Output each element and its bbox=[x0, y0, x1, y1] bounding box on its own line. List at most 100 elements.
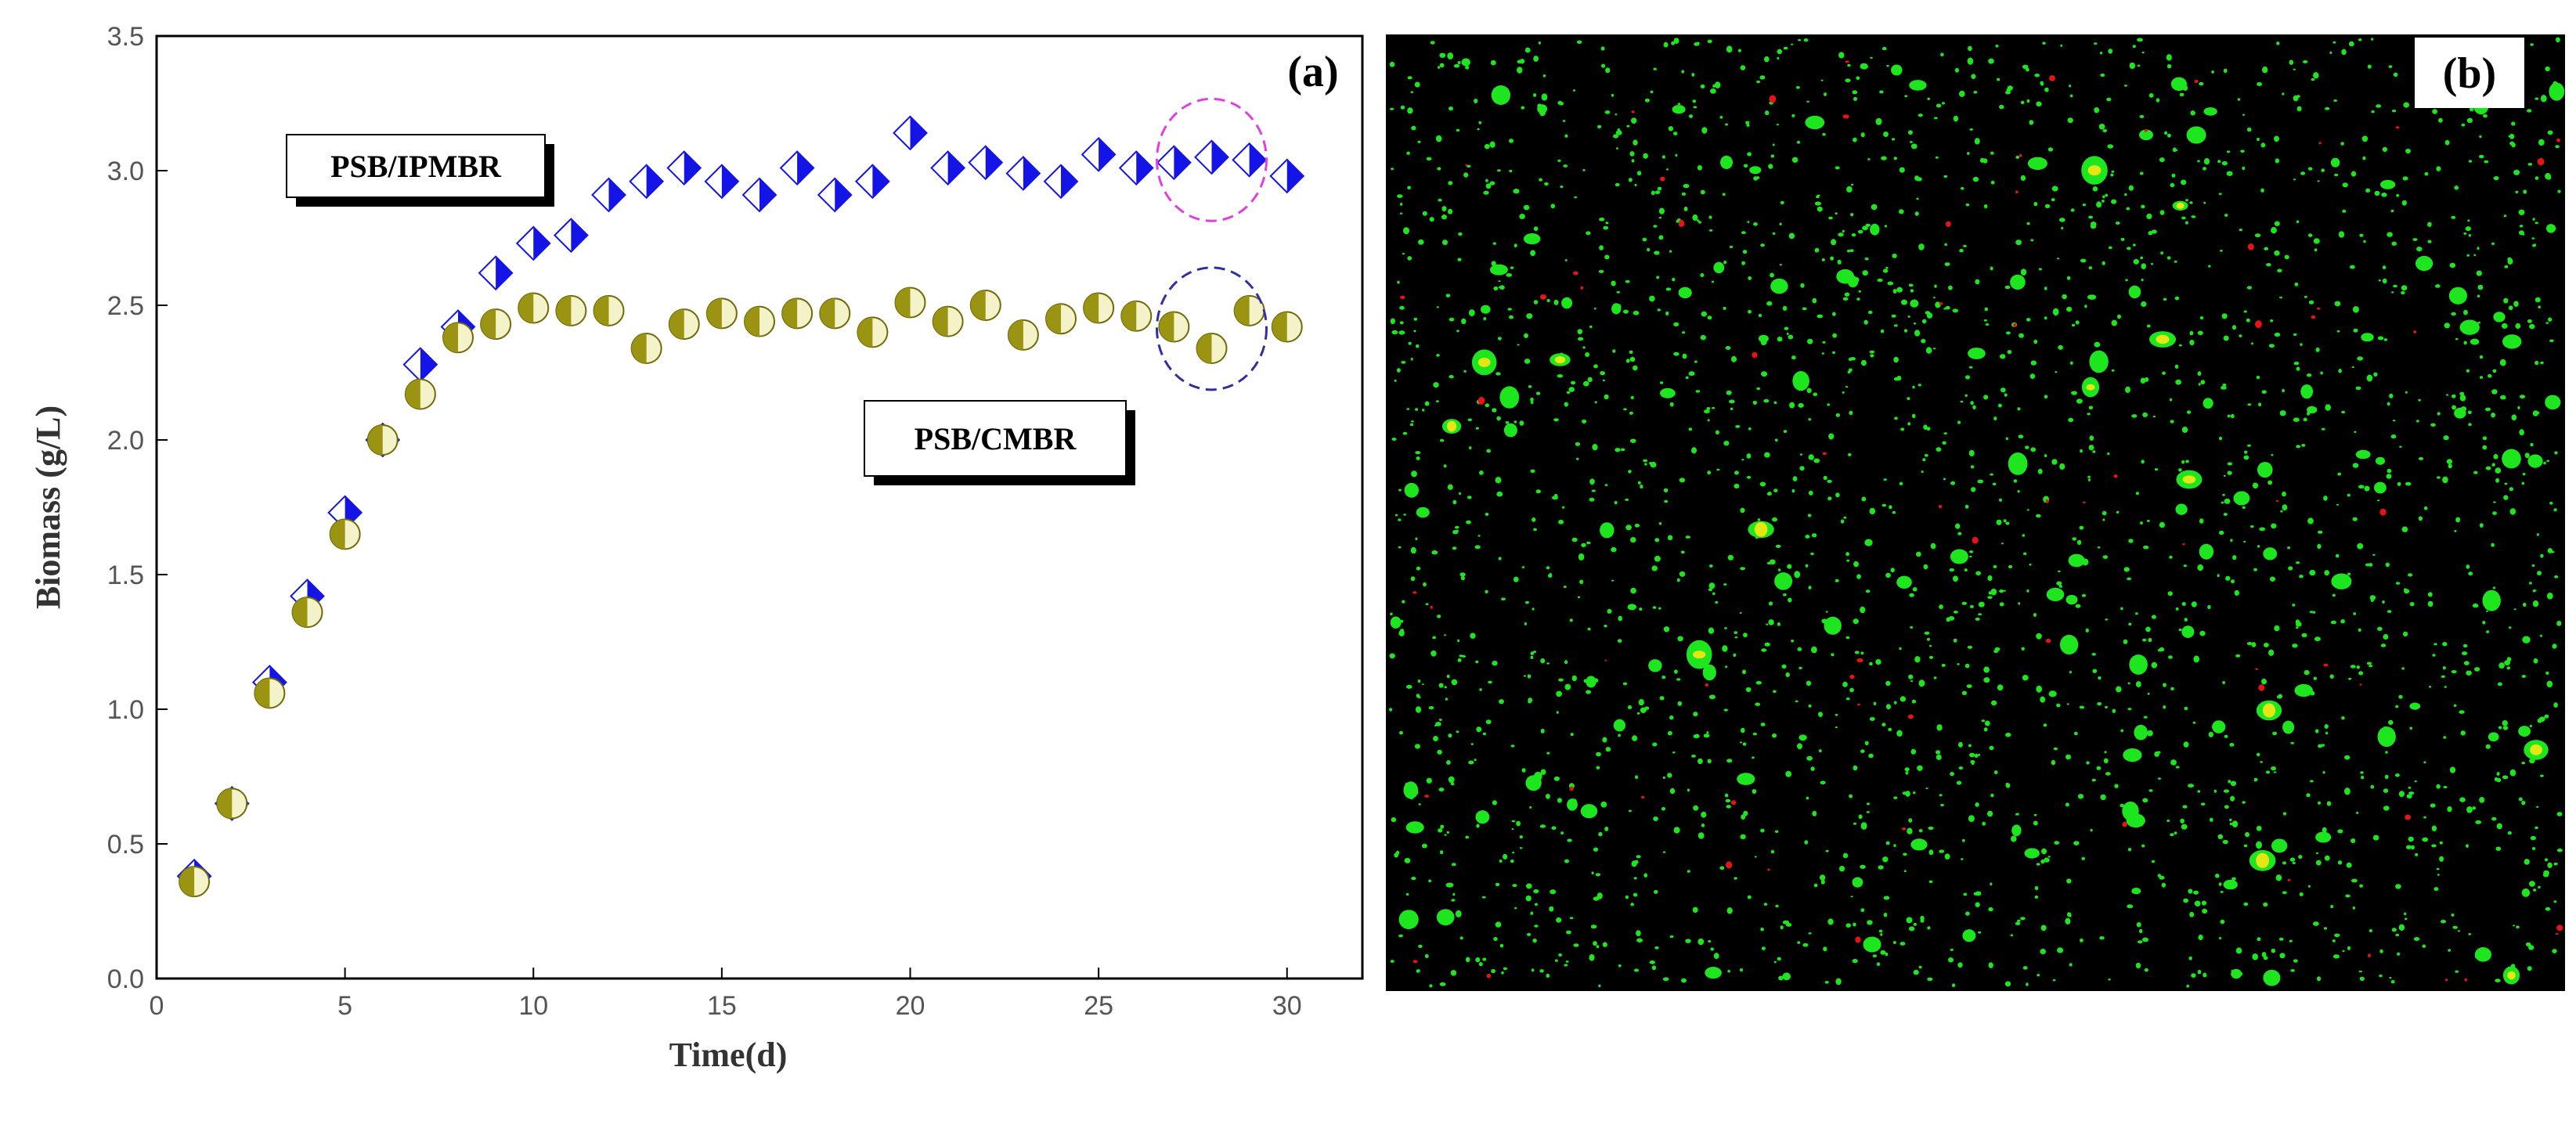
cell-dot bbox=[1587, 377, 1593, 383]
cell-dot bbox=[1470, 633, 1476, 639]
cell-dot bbox=[1521, 768, 1526, 773]
cell-dot bbox=[1952, 308, 1958, 313]
cell-dot bbox=[1712, 592, 1716, 596]
cell-dot bbox=[1452, 546, 1457, 550]
cell-dot bbox=[1978, 601, 1985, 607]
cell-dot bbox=[1783, 46, 1788, 50]
cell-dot bbox=[1800, 283, 1805, 288]
cell-dot bbox=[1808, 490, 1813, 496]
cell-dot bbox=[2260, 761, 2263, 763]
cell-dot bbox=[1983, 395, 1989, 400]
cell-dot bbox=[2462, 651, 2468, 656]
cell-dot bbox=[2293, 333, 2297, 336]
cell-dot bbox=[1532, 607, 1535, 611]
cell-dot bbox=[1846, 559, 1850, 562]
cell-dot bbox=[2164, 131, 2168, 135]
cell-dot bbox=[2513, 301, 2519, 308]
cell-dot bbox=[1650, 90, 1654, 94]
cell-dot bbox=[2268, 480, 2273, 485]
cell-dot bbox=[2005, 732, 2011, 737]
cell-dot bbox=[2352, 906, 2355, 910]
cell-dot bbox=[1596, 752, 1601, 757]
cell-dot bbox=[2518, 797, 2523, 802]
cell-dot bbox=[2266, 263, 2271, 267]
cell-dot bbox=[1628, 809, 1632, 813]
cell-dot bbox=[1519, 835, 1524, 839]
cell-dot bbox=[1968, 366, 1973, 369]
cell-dot bbox=[1510, 744, 1515, 748]
cell-dot bbox=[2371, 110, 2375, 114]
cell-dot bbox=[1748, 276, 1752, 280]
cell-dot bbox=[1665, 311, 1669, 315]
cell-dot bbox=[1792, 371, 1809, 391]
cell-dot bbox=[2275, 874, 2282, 881]
cell-dot bbox=[1707, 39, 1712, 44]
cell-dot bbox=[1569, 618, 1573, 622]
cell-dot bbox=[1821, 352, 1825, 355]
cell-dot bbox=[2075, 320, 2080, 325]
cell-dot bbox=[2516, 925, 2520, 929]
cell-dot bbox=[2449, 766, 2456, 773]
cell-dot bbox=[2332, 593, 2336, 597]
cell-dot bbox=[2044, 287, 2047, 290]
cell-dot bbox=[1524, 333, 1528, 338]
cell-dot bbox=[2058, 585, 2062, 588]
cell-dot bbox=[1537, 104, 1547, 114]
cell-dot bbox=[1415, 451, 1421, 455]
cell-dot bbox=[1726, 390, 1732, 395]
cell-dot bbox=[1550, 889, 1557, 895]
cell-dot bbox=[2225, 575, 2231, 581]
cell-dot bbox=[2183, 898, 2189, 903]
cell-dot bbox=[1911, 413, 1916, 419]
cell-dot bbox=[1792, 476, 1798, 481]
cell-dot bbox=[1421, 843, 1427, 849]
cell-dot bbox=[2037, 468, 2043, 474]
cell-dot bbox=[1568, 387, 1575, 392]
cell-dot bbox=[2508, 305, 2513, 311]
cell-dot bbox=[1451, 899, 1456, 902]
cell-dot bbox=[1835, 713, 1838, 716]
cell-dot bbox=[1870, 56, 1873, 59]
cell-dot bbox=[1978, 753, 1981, 756]
cell-dot bbox=[1555, 959, 1558, 962]
cell-dot bbox=[2131, 414, 2138, 418]
cell-dot bbox=[1990, 793, 1994, 798]
data-point-psb-cmbr bbox=[857, 316, 889, 348]
cell-dot bbox=[2441, 675, 2445, 678]
cell-dot bbox=[2220, 249, 2223, 252]
cell-dot bbox=[2351, 878, 2358, 883]
cell-dot bbox=[1654, 538, 1660, 542]
cell-dot bbox=[1957, 663, 1960, 665]
cell-dot bbox=[2116, 686, 2122, 693]
cell-dot bbox=[2197, 160, 2200, 163]
cell-dot bbox=[2405, 148, 2411, 154]
cell-dot bbox=[1603, 225, 1609, 230]
cell-dot bbox=[1810, 766, 1815, 771]
cell-dot bbox=[2246, 642, 2253, 646]
cell-dot bbox=[1770, 849, 1775, 854]
cell-dot bbox=[2348, 41, 2354, 47]
cell-dot bbox=[1697, 219, 1700, 222]
cell-dot bbox=[1658, 607, 1661, 610]
cell-dot bbox=[2148, 637, 2152, 643]
x-tick-label: 0 bbox=[150, 991, 164, 1021]
cell-dot bbox=[1899, 647, 1902, 651]
cell-dot bbox=[2504, 660, 2511, 665]
cell-dot bbox=[1939, 604, 1943, 610]
cell-dot bbox=[2382, 146, 2388, 152]
cell-dot bbox=[2127, 577, 2132, 581]
cell-dot bbox=[1437, 749, 1442, 755]
cell-dot bbox=[2102, 195, 2105, 199]
cell-dot bbox=[1397, 280, 1400, 284]
cell-dot bbox=[1908, 283, 1914, 287]
cell-dot bbox=[1968, 744, 1972, 748]
cell-dot bbox=[1780, 200, 1784, 205]
cell-dot bbox=[1475, 427, 1479, 430]
cell-dot bbox=[1418, 696, 1421, 699]
cell-dot bbox=[1746, 453, 1752, 459]
cell-dot bbox=[1440, 824, 1445, 829]
cell-dot bbox=[2274, 250, 2280, 256]
cell-dot bbox=[1885, 680, 1891, 687]
cell-dot bbox=[1908, 926, 1915, 932]
cell-dot bbox=[1698, 221, 1701, 224]
